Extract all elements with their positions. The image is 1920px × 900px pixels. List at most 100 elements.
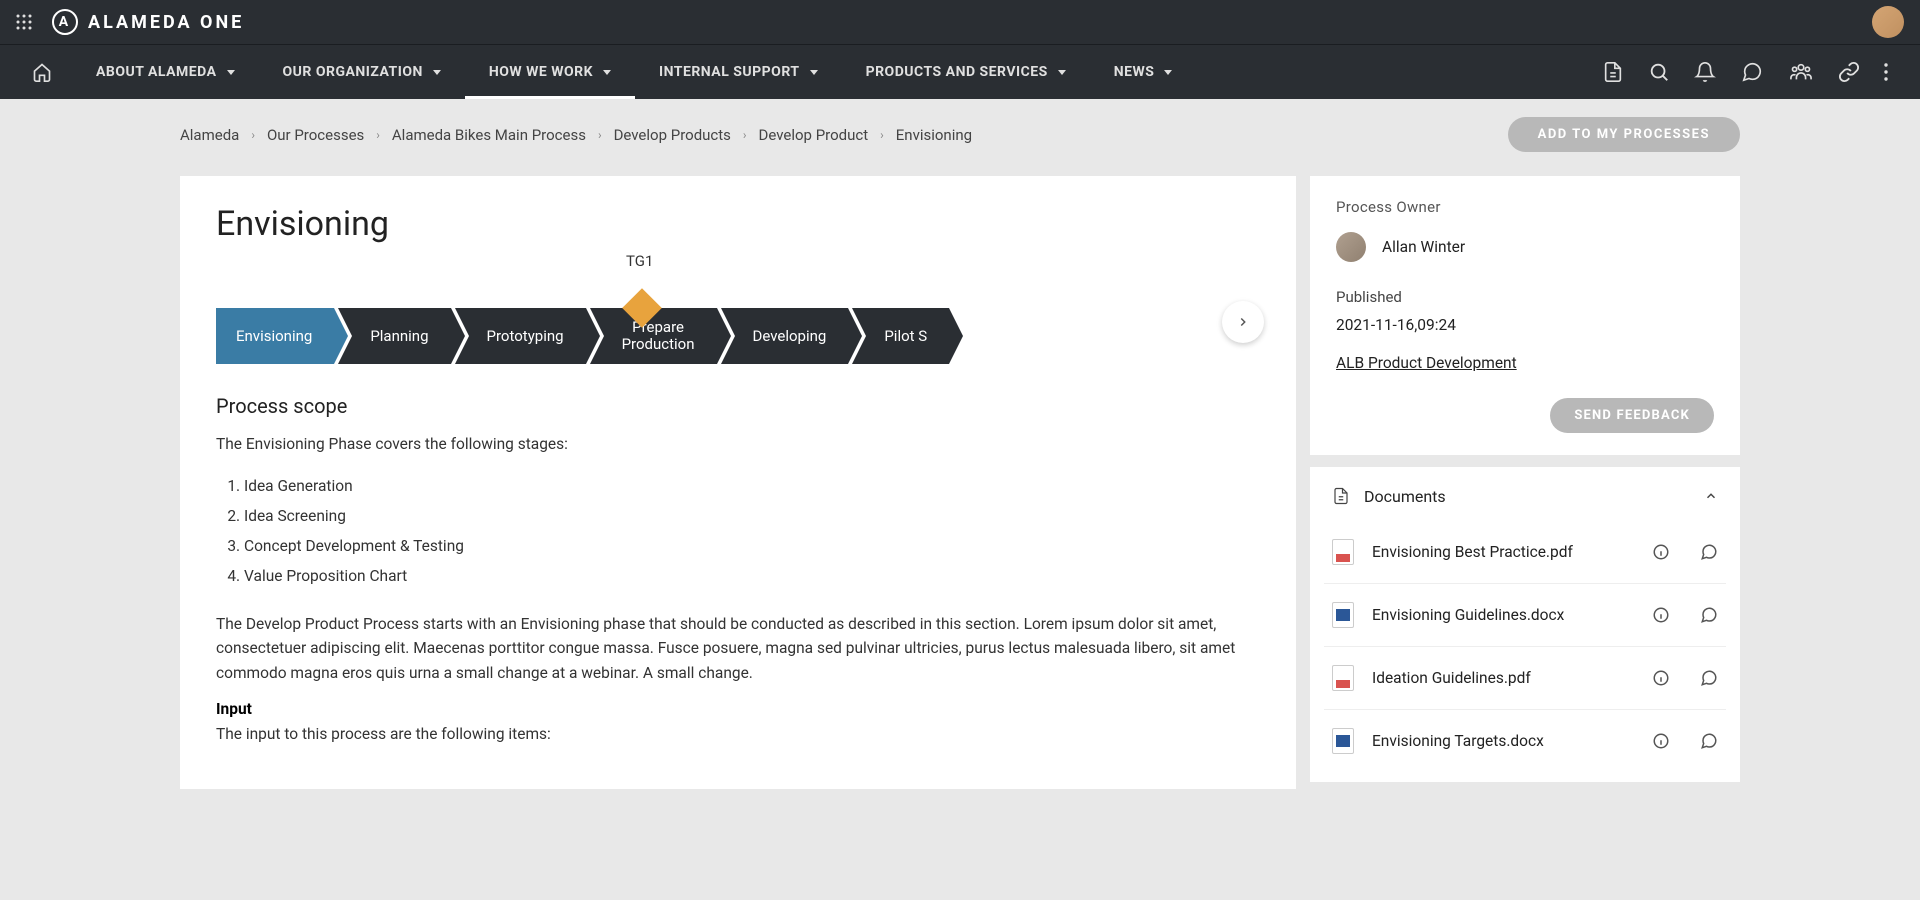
stage-item: Idea Screening <box>244 501 1260 531</box>
nav-item-how-we-work[interactable]: HOW WE WORK <box>465 45 635 99</box>
breadcrumb-item[interactable]: Develop Products <box>614 126 731 144</box>
breadcrumb-separator: › <box>598 128 602 142</box>
stages-list: Idea GenerationIdea ScreeningConcept Dev… <box>216 471 1260 592</box>
breadcrumb-item[interactable]: Alameda <box>180 126 239 144</box>
comment-icon[interactable] <box>1700 606 1718 624</box>
nav-right <box>1602 61 1900 83</box>
document-row: Envisioning Best Practice.pdf <box>1324 521 1726 584</box>
nav-item-about-alameda[interactable]: ABOUT ALAMEDA <box>72 45 259 99</box>
comment-icon[interactable] <box>1700 669 1718 687</box>
process-step-pilot-s[interactable]: Pilot S <box>852 308 949 364</box>
nav-item-label: INTERNAL SUPPORT <box>659 64 800 80</box>
chevron-down-icon <box>227 70 235 75</box>
nav-item-label: HOW WE WORK <box>489 64 593 80</box>
document-name[interactable]: Envisioning Best Practice.pdf <box>1372 543 1634 561</box>
link-icon[interactable] <box>1838 61 1860 83</box>
main-content: Envisioning TG1 EnvisioningPlanningProto… <box>180 176 1296 789</box>
breadcrumb-separator: › <box>251 128 255 142</box>
breadcrumb-separator: › <box>880 128 884 142</box>
navbar: ABOUT ALAMEDA OUR ORGANIZATION HOW WE WORK… <box>0 44 1920 99</box>
add-to-processes-button[interactable]: ADD TO MY PROCESSES <box>1508 117 1740 152</box>
gate-label: TG1 <box>626 252 653 270</box>
nav-item-our-organization[interactable]: OUR ORGANIZATION <box>259 45 465 99</box>
info-icon[interactable] <box>1652 669 1670 687</box>
document-name[interactable]: Envisioning Targets.docx <box>1372 732 1634 750</box>
pdf-file-icon <box>1332 665 1354 691</box>
process-step-envisioning[interactable]: Envisioning <box>216 308 334 364</box>
pdf-file-icon <box>1332 539 1354 565</box>
search-icon[interactable] <box>1648 61 1670 83</box>
nav-item-news[interactable]: NEWS <box>1090 45 1197 99</box>
owner-label: Process Owner <box>1336 198 1714 216</box>
scope-intro: The Envisioning Phase covers the followi… <box>216 432 1260 457</box>
nav-item-products-and-services[interactable]: PRODUCTS AND SERVICES <box>842 45 1090 99</box>
chevron-down-icon <box>603 70 611 75</box>
home-icon[interactable] <box>20 62 64 82</box>
process-step-planning[interactable]: Planning <box>338 308 450 364</box>
bell-icon[interactable] <box>1694 61 1716 83</box>
nav-left: ABOUT ALAMEDA OUR ORGANIZATION HOW WE WORK… <box>20 45 1196 99</box>
nav-item-label: NEWS <box>1114 64 1155 80</box>
chat-icon[interactable] <box>1740 61 1764 83</box>
document-icon[interactable] <box>1602 61 1624 83</box>
breadcrumb-item[interactable]: Alameda Bikes Main Process <box>392 126 586 144</box>
content: Alameda › Our Processes › Alameda Bikes Main… <box>0 99 1920 789</box>
document-actions <box>1652 732 1718 750</box>
page-title: Envisioning <box>216 204 1260 244</box>
process-step-developing[interactable]: Developing <box>721 308 849 364</box>
documents-title: Documents <box>1364 487 1446 506</box>
breadcrumb-row: Alameda › Our Processes › Alameda Bikes Main… <box>180 99 1740 162</box>
people-icon[interactable] <box>1788 61 1814 83</box>
nav-item-internal-support[interactable]: INTERNAL SUPPORT <box>635 45 842 99</box>
info-icon[interactable] <box>1652 606 1670 624</box>
scroll-next-button[interactable] <box>1222 301 1264 343</box>
document-name[interactable]: Ideation Guidelines.pdf <box>1372 669 1634 687</box>
breadcrumb: Alameda › Our Processes › Alameda Bikes Main… <box>180 126 972 144</box>
breadcrumb-item[interactable]: Develop Product <box>759 126 869 144</box>
chevron-down-icon <box>1164 70 1172 75</box>
product-dev-link[interactable]: ALB Product Development <box>1336 354 1714 372</box>
topbar: A ALAMEDA ONE <box>0 0 1920 44</box>
breadcrumb-separator: › <box>376 128 380 142</box>
owner-avatar <box>1336 232 1366 262</box>
documents-list: Envisioning Best Practice.pdf Envisioning… <box>1310 521 1740 782</box>
apps-grid-icon[interactable] <box>16 14 32 30</box>
info-icon[interactable] <box>1652 732 1670 750</box>
breadcrumb-separator: › <box>743 128 747 142</box>
owner-name: Allan Winter <box>1382 238 1465 256</box>
scope-heading: Process scope <box>216 394 1260 418</box>
logo-mark-icon: A <box>52 9 78 35</box>
documents-card: Documents Envisioning Best Practice.pdfE… <box>1310 467 1740 782</box>
process-flow: TG1 EnvisioningPlanningPrototypingPrepar… <box>216 280 1260 364</box>
document-name[interactable]: Envisioning Guidelines.docx <box>1372 606 1634 624</box>
stage-item: Concept Development & Testing <box>244 531 1260 561</box>
comment-icon[interactable] <box>1700 543 1718 561</box>
stage-item: Value Proposition Chart <box>244 561 1260 591</box>
documents-header[interactable]: Documents <box>1310 467 1740 521</box>
brand-logo[interactable]: A ALAMEDA ONE <box>52 9 244 35</box>
input-heading: Input <box>216 700 1260 718</box>
nav-item-label: PRODUCTS AND SERVICES <box>866 64 1048 80</box>
document-actions <box>1652 669 1718 687</box>
breadcrumb-item[interactable]: Our Processes <box>267 126 364 144</box>
nav-item-label: ABOUT ALAMEDA <box>96 64 217 80</box>
document-row: Ideation Guidelines.pdf <box>1324 647 1726 710</box>
documents-icon <box>1332 485 1350 507</box>
chevron-down-icon <box>810 70 818 75</box>
owner-row[interactable]: Allan Winter <box>1336 232 1714 262</box>
description-text: The Develop Product Process starts with … <box>216 612 1260 686</box>
document-row: Envisioning Guidelines.docx <box>1324 584 1726 647</box>
breadcrumb-item: Envisioning <box>896 126 972 144</box>
document-actions <box>1652 606 1718 624</box>
more-icon[interactable] <box>1884 63 1888 81</box>
chevron-up-icon <box>1704 489 1718 503</box>
topbar-left: A ALAMEDA ONE <box>16 9 244 35</box>
send-feedback-button[interactable]: SEND FEEDBACK <box>1550 398 1714 433</box>
docx-file-icon <box>1332 728 1354 754</box>
user-avatar[interactable] <box>1872 6 1904 38</box>
info-icon[interactable] <box>1652 543 1670 561</box>
chevron-down-icon <box>433 70 441 75</box>
process-step-prototyping[interactable]: Prototyping <box>455 308 586 364</box>
comment-icon[interactable] <box>1700 732 1718 750</box>
document-row: Envisioning Targets.docx <box>1324 710 1726 772</box>
